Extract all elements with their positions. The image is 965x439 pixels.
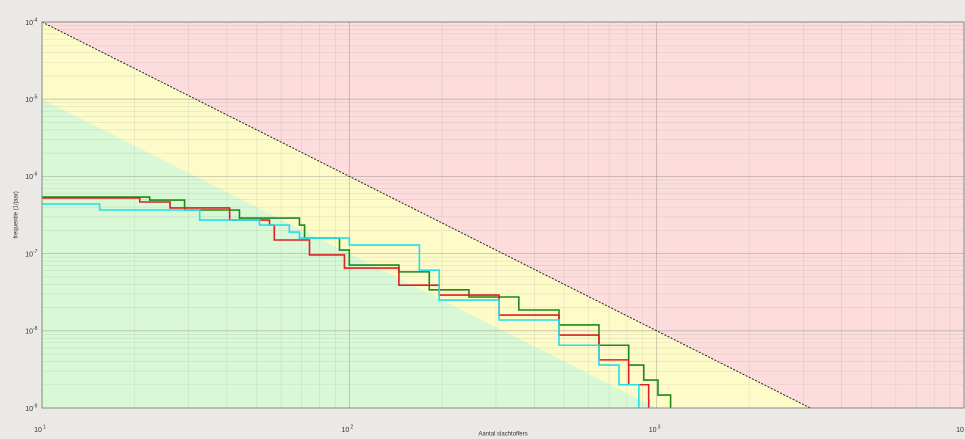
y-tick-label: 10 xyxy=(25,406,33,413)
x-tick-label: 10 xyxy=(34,427,42,434)
y-tick-label: 10 xyxy=(25,174,33,181)
zone xyxy=(42,22,964,408)
y-tick-exponent: -4 xyxy=(33,17,38,23)
x-axis-label: Aantal slachtoffers xyxy=(478,432,527,438)
fn-curve xyxy=(42,196,672,408)
y-tick-exponent: -7 xyxy=(33,249,38,255)
y-tick-exponent: -5 xyxy=(33,95,38,101)
fn-curve xyxy=(42,197,650,408)
y-tick-label: 10 xyxy=(25,97,33,104)
y-tick-label: 10 xyxy=(25,329,33,336)
y-axis-label: frequentie (1/jaar) xyxy=(14,191,20,238)
x-tick-label: 10 xyxy=(649,427,657,434)
y-tick-exponent: -8 xyxy=(33,326,38,332)
x-tick-label: 10 xyxy=(341,427,349,434)
y-tick-exponent: -6 xyxy=(33,172,38,178)
x-tick-exponent: 2 xyxy=(350,424,353,430)
y-tick-label: 10 xyxy=(25,251,33,258)
fn-curve xyxy=(42,203,640,408)
y-tick-exponent: -9 xyxy=(33,403,38,409)
y-tick-label: 10 xyxy=(25,20,33,27)
x-tick-exponent: 3 xyxy=(658,424,661,430)
plot-frame xyxy=(41,21,965,409)
x-tick-exponent: 1 xyxy=(43,424,46,430)
x-tick-label: 10 xyxy=(956,427,964,434)
grid xyxy=(42,22,964,408)
